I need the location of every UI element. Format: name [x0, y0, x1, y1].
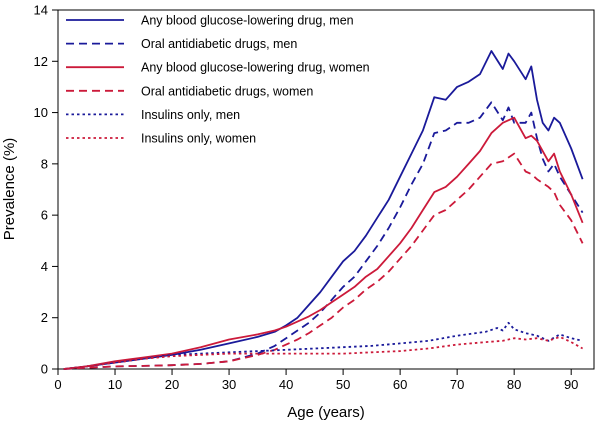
y-tick-label: 10 — [34, 105, 48, 120]
legend-item-label: Oral antidiabetic drugs, men — [141, 37, 297, 51]
series-line-3 — [63, 116, 584, 370]
x-tick-label: 30 — [222, 377, 236, 392]
legend-item-label: Any blood glucose-lowering drug, men — [141, 14, 354, 28]
y-tick-label: 14 — [34, 3, 48, 18]
series-line-5 — [63, 321, 583, 370]
series-lines — [63, 50, 584, 370]
x-tick-label: 10 — [108, 377, 122, 392]
x-tick-label: 0 — [54, 377, 61, 392]
x-tick-label: 20 — [165, 377, 179, 392]
x-axis-label: Age (years) — [287, 404, 365, 421]
plot-frame — [57, 9, 595, 370]
x-tick-label: 80 — [507, 377, 521, 392]
x-tick-label: 90 — [564, 377, 578, 392]
legend-item-label: Oral antidiabetic drugs, women — [141, 84, 313, 98]
x-tick-label: 60 — [393, 377, 407, 392]
legend: Any blood glucose-lowering drug, men Oral… — [66, 14, 370, 146]
series-line-4 — [63, 152, 584, 370]
legend-item-label: Insulins only, men — [141, 108, 240, 122]
y-tick-label: 12 — [34, 54, 48, 69]
y-tick-label: 0 — [41, 362, 48, 377]
y-tick-label: 2 — [41, 310, 48, 325]
y-axis: 0 2 4 6 8 10 12 14 — [34, 3, 58, 377]
y-tick-label: 4 — [41, 259, 48, 274]
x-axis: 0 10 20 30 40 50 60 70 80 90 — [54, 369, 578, 392]
x-tick-label: 40 — [279, 377, 293, 392]
legend-item-label: Any blood glucose-lowering drug, women — [141, 61, 370, 75]
y-axis-label: Prevalence (%) — [1, 138, 18, 241]
series-line-6 — [63, 336, 584, 370]
x-tick-label: 70 — [450, 377, 464, 392]
x-tick-label: 50 — [336, 377, 350, 392]
legend-item-label: Insulins only, women — [141, 132, 256, 146]
y-tick-label: 8 — [41, 156, 48, 171]
series-line-1 — [63, 50, 584, 370]
y-tick-label: 6 — [41, 208, 48, 223]
series-line-2 — [63, 101, 584, 370]
